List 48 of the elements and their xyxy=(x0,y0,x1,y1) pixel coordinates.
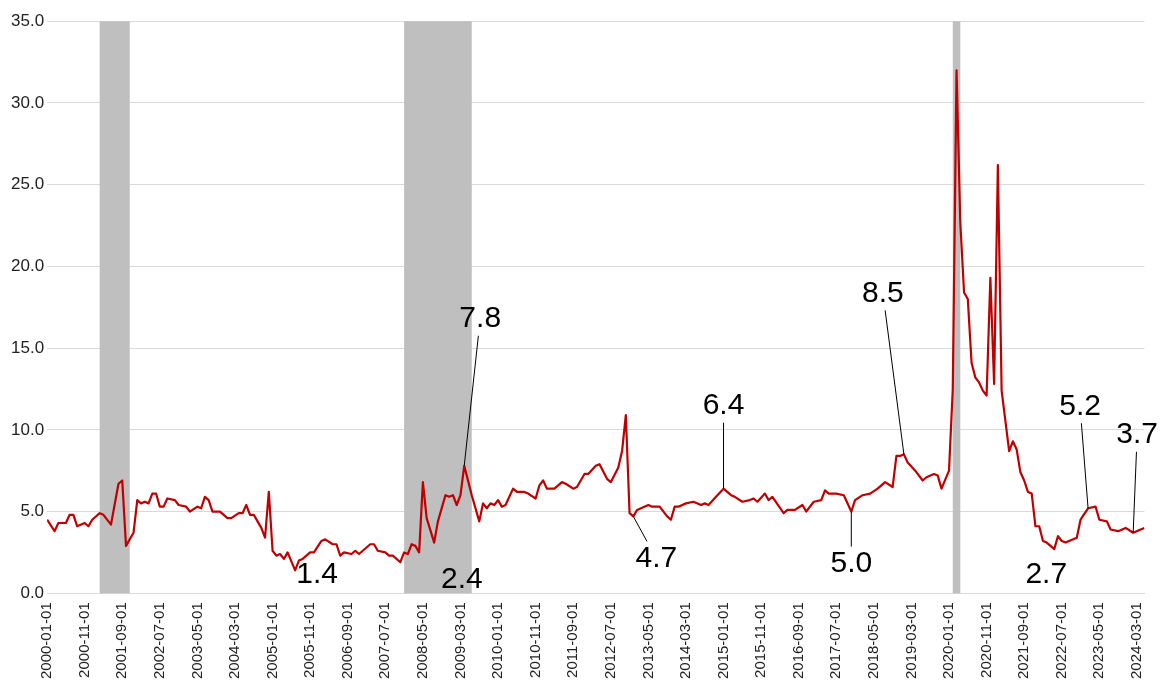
annotation: 1.4 xyxy=(296,555,338,589)
y-tick-label: 30.0 xyxy=(10,92,45,112)
x-tick-label: 2000-01-01 xyxy=(37,602,55,680)
annotation: 6.4 xyxy=(702,386,745,420)
x-tick-label: 2014-03-01 xyxy=(676,602,694,680)
x-tick-label: 2008-05-01 xyxy=(413,602,431,680)
annotation: 5.2 xyxy=(1059,387,1101,421)
x-tick-label: 2010-01-01 xyxy=(488,602,506,680)
x-tick-label: 2013-05-01 xyxy=(638,602,656,680)
x-tick-label: 2009-03-01 xyxy=(450,602,468,680)
y-tick-label: 0.0 xyxy=(20,582,45,602)
x-tick-label: 2015-01-01 xyxy=(713,602,731,680)
x-tick-label: 2000-11-01 xyxy=(74,602,92,678)
annotation: 8.5 xyxy=(862,274,904,308)
x-tick-label: 2010-11-01 xyxy=(525,602,543,678)
x-tick-label: 2005-01-01 xyxy=(262,602,280,680)
x-tick-label: 2003-05-01 xyxy=(187,602,205,680)
x-tick-label: 2004-03-01 xyxy=(225,602,243,680)
y-tick-label: 5.0 xyxy=(20,501,45,521)
x-tick-label: 2022-07-01 xyxy=(1051,602,1069,680)
x-tick-label: 2020-11-01 xyxy=(976,602,994,678)
annotation: 5.0 xyxy=(830,544,873,578)
x-tick-label: 2021-09-01 xyxy=(1014,602,1032,680)
x-tick-label: 2023-05-01 xyxy=(1089,602,1107,680)
annotation: 7.8 xyxy=(459,300,502,334)
x-tick-label: 2002-07-01 xyxy=(149,602,167,680)
x-tick-label: 2015-11-01 xyxy=(751,602,769,678)
y-tick-label: 10.0 xyxy=(10,419,45,439)
x-tick-label: 2016-09-01 xyxy=(788,602,806,680)
x-tick-label: 2018-05-01 xyxy=(864,602,881,680)
x-tick-label: 2024-03-01 xyxy=(1127,602,1145,680)
x-tick-label: 2012-07-01 xyxy=(600,602,618,680)
x-tick-label: 2005-11-01 xyxy=(300,602,318,678)
x-tick-label: 2011-09-01 xyxy=(563,602,581,678)
annotation: 3.7 xyxy=(1116,416,1159,450)
x-tick-label: 2017-07-01 xyxy=(826,602,844,680)
annotation: 4.7 xyxy=(635,539,678,573)
y-tick-label: 25.0 xyxy=(10,174,45,194)
x-tick-label: 2006-09-01 xyxy=(337,602,355,680)
y-tick-label: 20.0 xyxy=(10,256,45,276)
x-tick-label: 2007-07-01 xyxy=(375,602,393,680)
x-tick-label: 2020-01-01 xyxy=(939,602,957,680)
y-tick-label: 35.0 xyxy=(10,10,45,30)
annotation: 2.4 xyxy=(441,561,483,595)
y-tick-label: 15.0 xyxy=(10,337,45,357)
x-tick-label: 2019-03-01 xyxy=(901,602,919,680)
x-tick-label: 2001-09-01 xyxy=(112,602,130,680)
annotation: 2.7 xyxy=(1025,556,1068,590)
